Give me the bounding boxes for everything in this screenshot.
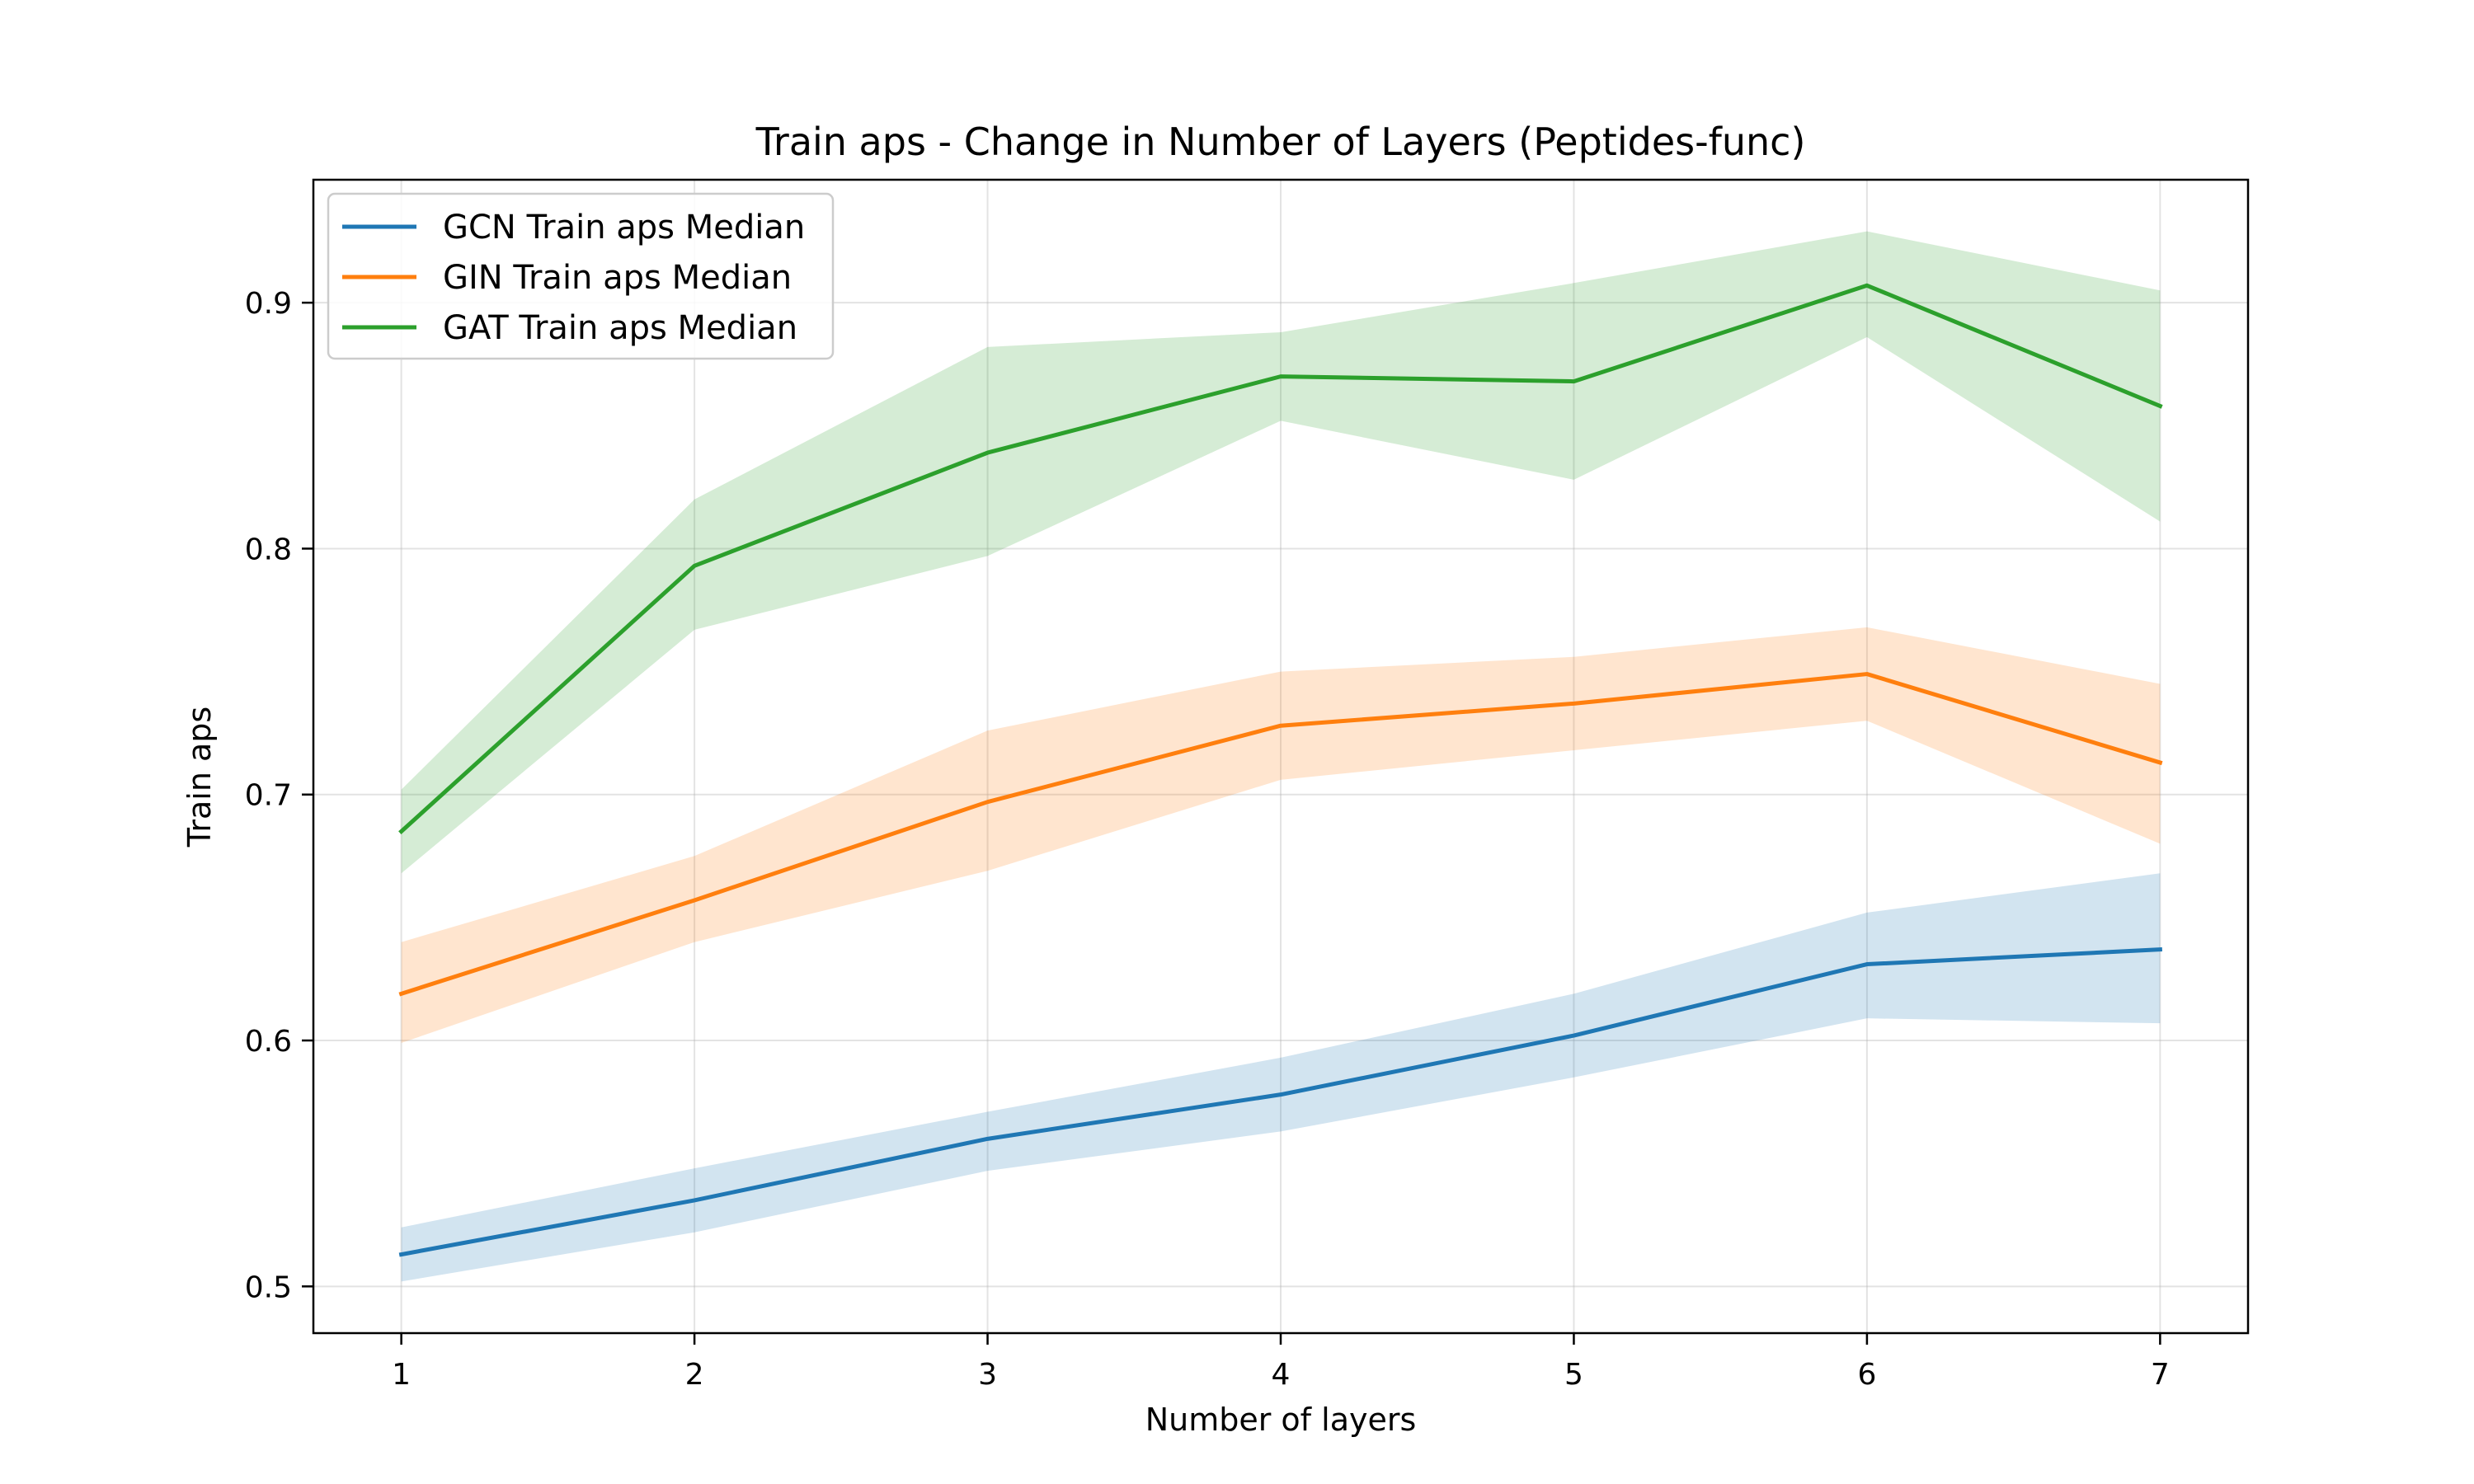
y-tick-label: 0.5 [245,1270,292,1304]
y-tick-label: 0.7 [245,779,292,813]
gat-confidence-band [401,231,2161,874]
gin-legend-label: GIN Train aps Median [443,259,792,297]
series-lines [398,283,2163,1257]
gin-median-line [398,672,2163,997]
y-tick-label: 0.6 [245,1025,292,1059]
y-axis-ticks: 0.5 0.6 0.7 0.8 0.9 [245,287,313,1304]
x-tick-label: 4 [1272,1358,1291,1392]
legend: GCN Train aps Median GIN Train aps Median… [327,192,835,360]
x-tick-label: 2 [685,1358,704,1392]
y-axis-label: Train aps [181,707,218,848]
x-tick-label: 7 [2151,1358,2170,1392]
x-tick-label: 6 [1857,1358,1876,1392]
y-tick-label: 0.9 [245,287,292,321]
y-tick-label: 0.8 [245,533,292,566]
legend-box [327,192,835,360]
x-tick-label: 5 [1564,1358,1583,1392]
gcn-legend-label: GCN Train aps Median [443,209,805,247]
x-axis-label: Number of layers [1145,1402,1417,1438]
grid [313,180,2248,1333]
chart-title: Train aps - Change in Number of Layers (… [755,120,1806,164]
x-tick-label: 3 [978,1358,997,1392]
x-tick-label: 1 [392,1358,411,1392]
gcn-median-line [398,947,2162,1257]
confidence-bands [401,231,2161,1282]
gcn-confidence-band [401,873,2161,1282]
gat-median-line [398,283,2163,835]
x-axis-ticks: 1 2 3 4 5 6 7 [392,1333,2170,1392]
gin-confidence-band [401,627,2161,1044]
gat-legend-label: GAT Train aps Median [443,309,797,347]
